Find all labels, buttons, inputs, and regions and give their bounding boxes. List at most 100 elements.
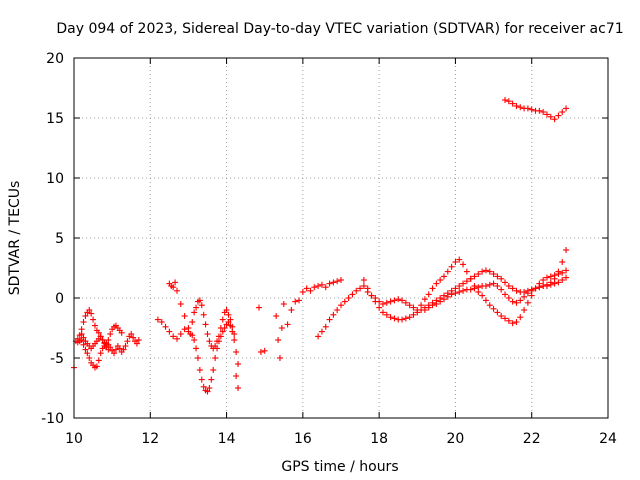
data-point	[456, 289, 463, 295]
data-point	[402, 299, 409, 306]
data-point	[460, 287, 467, 294]
data-point	[456, 256, 463, 263]
data-point	[444, 268, 451, 275]
data-point	[471, 285, 478, 292]
data-point	[391, 297, 398, 304]
data-point	[118, 329, 125, 336]
data-point	[133, 340, 140, 347]
data-point	[296, 297, 303, 304]
data-point	[479, 268, 486, 275]
data-point	[505, 98, 512, 105]
data-point	[406, 314, 413, 321]
x-axis-label: GPS time / hours	[281, 459, 398, 475]
data-point	[74, 335, 81, 342]
data-point	[509, 298, 516, 305]
data-point	[82, 346, 89, 353]
data-point	[194, 355, 201, 361]
y-tick-label: -10	[41, 411, 64, 427]
data-point	[299, 289, 306, 295]
y-tick-label: 20	[46, 51, 64, 67]
data-point	[307, 287, 314, 294]
data-point	[88, 310, 95, 317]
data-point	[479, 292, 486, 299]
data-point	[372, 298, 379, 305]
data-point	[559, 109, 566, 115]
data-point	[379, 309, 386, 316]
data-point	[80, 341, 87, 348]
data-point	[322, 284, 329, 291]
data-point	[387, 298, 394, 305]
data-point	[315, 283, 322, 289]
data-point	[128, 331, 135, 337]
data-point	[540, 109, 547, 115]
x-tick-label: 24	[599, 431, 617, 447]
data-point	[84, 350, 91, 357]
data-point	[257, 349, 264, 355]
data-point	[536, 284, 543, 291]
data-point	[111, 350, 118, 357]
data-point	[547, 273, 554, 280]
data-point	[80, 319, 87, 325]
data-point	[105, 346, 112, 353]
data-point	[162, 323, 169, 330]
x-tick-label: 14	[218, 431, 236, 447]
data-point	[486, 302, 493, 309]
data-point	[95, 357, 102, 364]
data-point	[326, 316, 333, 323]
data-point	[498, 286, 505, 293]
data-point	[521, 293, 528, 300]
data-point	[421, 296, 428, 303]
x-tick-label: 20	[447, 431, 465, 447]
data-point	[278, 325, 285, 331]
data-point	[425, 291, 432, 298]
data-point	[315, 333, 322, 340]
data-point	[360, 277, 367, 283]
data-point	[181, 313, 188, 319]
data-point	[318, 328, 325, 335]
y-tick-label: 5	[55, 231, 64, 247]
data-point	[166, 328, 173, 335]
data-point	[196, 367, 203, 373]
data-point	[517, 297, 524, 304]
data-point	[255, 304, 262, 311]
data-point	[486, 268, 493, 275]
data-point	[502, 97, 509, 103]
data-point	[97, 333, 104, 340]
data-point	[200, 383, 207, 390]
data-point	[311, 284, 318, 291]
data-point	[402, 315, 409, 322]
data-point	[513, 319, 520, 325]
data-point	[547, 281, 554, 288]
data-point	[463, 268, 470, 275]
data-point	[345, 295, 352, 301]
x-tick-label: 22	[523, 431, 541, 447]
data-point	[275, 337, 282, 343]
data-point	[187, 331, 194, 337]
x-tick-label: 10	[65, 431, 83, 447]
data-point	[502, 279, 509, 286]
data-point	[233, 349, 240, 355]
data-point	[440, 273, 447, 280]
data-point	[338, 302, 344, 309]
data-point	[214, 338, 221, 345]
data-point	[82, 313, 89, 319]
data-point	[212, 343, 219, 349]
data-point	[215, 333, 222, 340]
data-point	[559, 259, 566, 265]
data-point	[202, 321, 209, 328]
data-point	[107, 331, 114, 337]
data-point	[505, 317, 512, 324]
data-point	[97, 350, 104, 357]
data-point	[353, 287, 360, 294]
data-point	[490, 271, 497, 277]
data-point	[124, 338, 131, 345]
data-point	[120, 346, 127, 353]
data-point	[193, 345, 200, 352]
data-point	[387, 314, 394, 321]
data-point	[198, 302, 205, 309]
data-point	[212, 355, 219, 361]
data-point	[555, 268, 562, 275]
data-point	[517, 314, 524, 321]
data-point	[276, 355, 283, 361]
